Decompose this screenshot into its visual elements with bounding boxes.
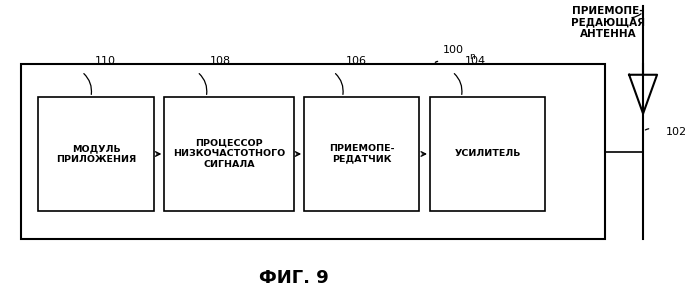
Text: 106: 106: [346, 56, 367, 66]
Text: 104: 104: [465, 56, 486, 66]
Text: ПРИЕМОПЕ-
РЕДАЮЩАЯ
АНТЕННА: ПРИЕМОПЕ- РЕДАЮЩАЯ АНТЕННА: [571, 6, 645, 39]
Text: n: n: [469, 52, 475, 61]
Text: МОДУЛЬ
ПРИЛОЖЕНИЯ: МОДУЛЬ ПРИЛОЖЕНИЯ: [56, 144, 136, 164]
Bar: [164, 97, 294, 211]
Text: УСИЛИТЕЛЬ: УСИЛИТЕЛЬ: [454, 150, 521, 158]
Text: ПРИЕМОПЕ-
РЕДАТЧИК: ПРИЕМОПЕ- РЕДАТЧИК: [329, 144, 394, 164]
Text: 102: 102: [665, 126, 686, 137]
Bar: [21, 64, 605, 239]
Text: ПРОЦЕССОР
НИЗКОЧАСТОТНОГО
СИГНАЛА: ПРОЦЕССОР НИЗКОЧАСТОТНОГО СИГНАЛА: [173, 139, 285, 169]
Bar: [430, 97, 545, 211]
Text: 108: 108: [210, 56, 231, 66]
Text: ФИГ. 9: ФИГ. 9: [259, 269, 329, 287]
Text: 110: 110: [94, 56, 115, 66]
Bar: [38, 97, 154, 211]
Text: 100: 100: [442, 45, 463, 55]
Bar: [304, 97, 419, 211]
